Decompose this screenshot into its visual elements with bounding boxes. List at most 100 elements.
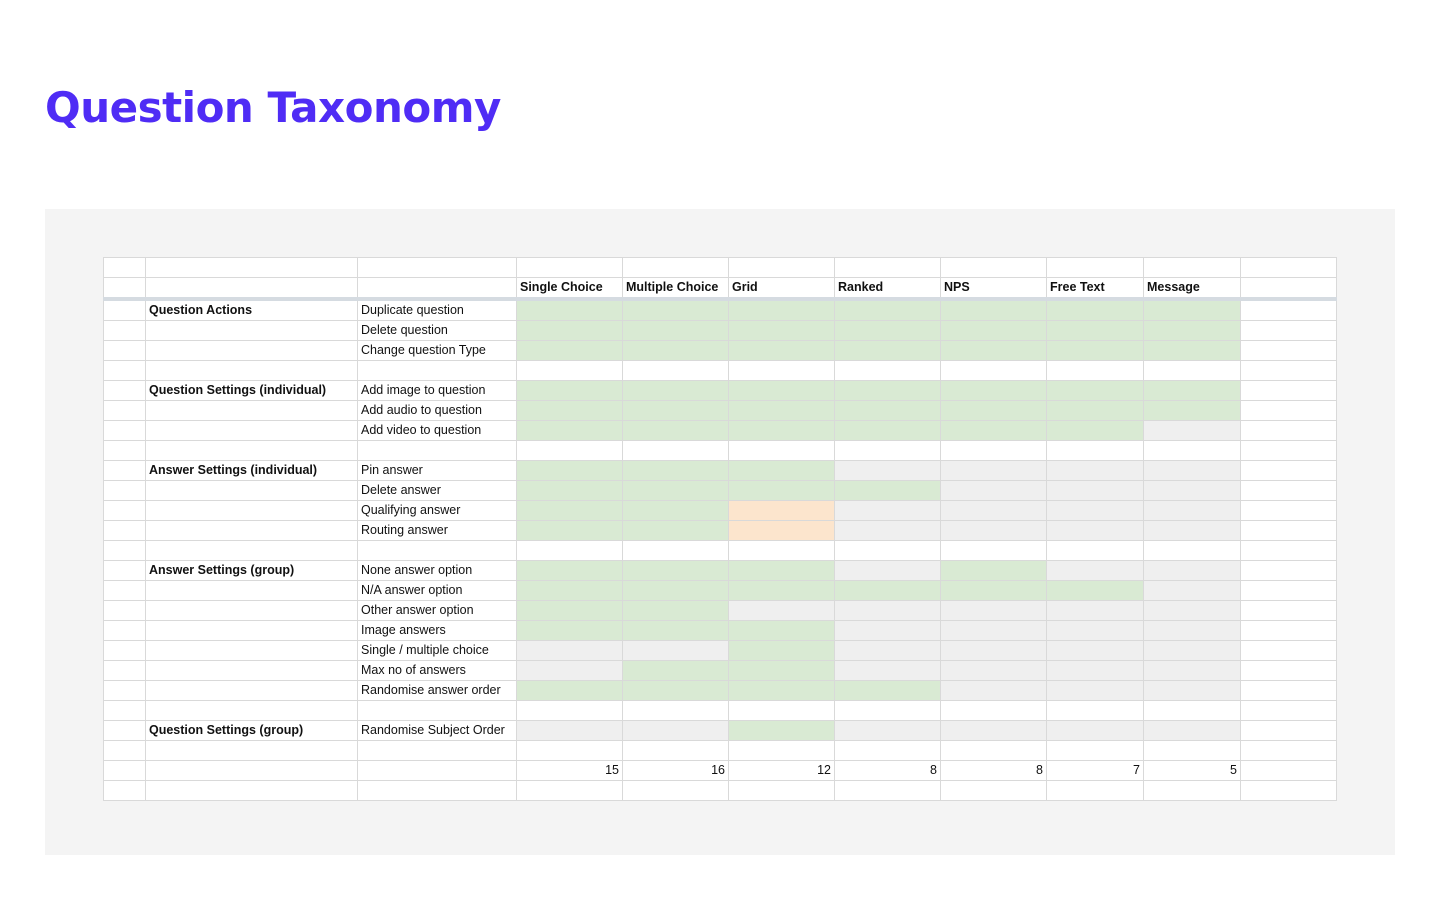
support-cell[interactable] bbox=[1046, 720, 1144, 741]
group-label-cell[interactable]: Question Settings (individual) bbox=[145, 380, 358, 401]
feature-label-cell[interactable]: Delete question bbox=[357, 320, 517, 341]
support-cell[interactable] bbox=[834, 298, 941, 321]
feature-label-cell[interactable]: Add image to question bbox=[357, 380, 517, 401]
cell[interactable] bbox=[145, 780, 358, 801]
support-cell[interactable] bbox=[622, 298, 729, 321]
support-cell[interactable] bbox=[1143, 620, 1241, 641]
support-cell[interactable] bbox=[728, 620, 835, 641]
support-cell[interactable] bbox=[622, 360, 729, 381]
support-cell[interactable] bbox=[516, 400, 623, 421]
support-cell[interactable] bbox=[834, 460, 941, 481]
support-cell[interactable] bbox=[834, 520, 941, 541]
support-cell[interactable] bbox=[1046, 640, 1144, 661]
support-cell[interactable] bbox=[516, 420, 623, 441]
cell[interactable] bbox=[1240, 340, 1337, 361]
cell[interactable] bbox=[103, 460, 146, 481]
support-cell[interactable] bbox=[622, 500, 729, 521]
support-cell[interactable] bbox=[1046, 540, 1144, 561]
support-cell[interactable] bbox=[516, 620, 623, 641]
support-cell[interactable] bbox=[728, 380, 835, 401]
cell[interactable] bbox=[103, 340, 146, 361]
support-cell[interactable] bbox=[516, 440, 623, 461]
support-cell[interactable] bbox=[516, 460, 623, 481]
cell[interactable] bbox=[1240, 540, 1337, 561]
support-cell[interactable] bbox=[622, 340, 729, 361]
cell[interactable] bbox=[103, 500, 146, 521]
cell[interactable] bbox=[103, 277, 146, 301]
group-label-cell[interactable] bbox=[145, 640, 358, 661]
support-cell[interactable] bbox=[1046, 380, 1144, 401]
total-cell[interactable]: 15 bbox=[516, 760, 623, 781]
group-label-cell[interactable] bbox=[145, 400, 358, 421]
cell[interactable] bbox=[1240, 720, 1337, 741]
group-label-cell[interactable] bbox=[145, 600, 358, 621]
support-cell[interactable] bbox=[1046, 360, 1144, 381]
cell[interactable] bbox=[103, 740, 146, 761]
support-cell[interactable] bbox=[1046, 420, 1144, 441]
cell[interactable] bbox=[1240, 640, 1337, 661]
cell[interactable] bbox=[1240, 440, 1337, 461]
feature-label-cell[interactable] bbox=[357, 700, 517, 721]
column-header[interactable]: Message bbox=[1143, 277, 1241, 301]
cell[interactable] bbox=[1240, 520, 1337, 541]
support-cell[interactable] bbox=[1046, 480, 1144, 501]
cell[interactable] bbox=[1240, 460, 1337, 481]
support-cell[interactable] bbox=[622, 600, 729, 621]
support-cell[interactable] bbox=[622, 720, 729, 741]
cell[interactable] bbox=[145, 257, 358, 278]
cell[interactable] bbox=[103, 400, 146, 421]
support-cell[interactable] bbox=[622, 620, 729, 641]
support-cell[interactable] bbox=[1143, 298, 1241, 321]
cell[interactable] bbox=[834, 257, 941, 278]
cell[interactable] bbox=[1046, 257, 1144, 278]
group-label-cell[interactable] bbox=[145, 320, 358, 341]
cell[interactable] bbox=[103, 720, 146, 741]
support-cell[interactable] bbox=[940, 700, 1047, 721]
cell[interactable] bbox=[145, 277, 358, 301]
support-cell[interactable] bbox=[516, 320, 623, 341]
group-label-cell[interactable] bbox=[145, 340, 358, 361]
support-cell[interactable] bbox=[728, 520, 835, 541]
support-cell[interactable] bbox=[728, 440, 835, 461]
support-cell[interactable] bbox=[1143, 560, 1241, 581]
support-cell[interactable] bbox=[940, 560, 1047, 581]
support-cell[interactable] bbox=[728, 600, 835, 621]
group-label-cell[interactable]: Answer Settings (individual) bbox=[145, 460, 358, 481]
cell[interactable] bbox=[357, 760, 517, 781]
cell[interactable] bbox=[103, 257, 146, 278]
support-cell[interactable] bbox=[516, 340, 623, 361]
cell[interactable] bbox=[103, 380, 146, 401]
support-cell[interactable] bbox=[1143, 400, 1241, 421]
support-cell[interactable] bbox=[834, 340, 941, 361]
group-label-cell[interactable] bbox=[145, 620, 358, 641]
support-cell[interactable] bbox=[728, 420, 835, 441]
support-cell[interactable] bbox=[1143, 540, 1241, 561]
support-cell[interactable] bbox=[622, 400, 729, 421]
support-cell[interactable] bbox=[1143, 480, 1241, 501]
column-header[interactable]: Grid bbox=[728, 277, 835, 301]
support-cell[interactable] bbox=[940, 720, 1047, 741]
support-cell[interactable] bbox=[622, 520, 729, 541]
cell[interactable] bbox=[1240, 660, 1337, 681]
support-cell[interactable] bbox=[516, 680, 623, 701]
support-cell[interactable] bbox=[940, 500, 1047, 521]
cell[interactable] bbox=[1240, 680, 1337, 701]
cell[interactable] bbox=[103, 680, 146, 701]
support-cell[interactable] bbox=[940, 540, 1047, 561]
support-cell[interactable] bbox=[834, 720, 941, 741]
support-cell[interactable] bbox=[622, 460, 729, 481]
support-cell[interactable] bbox=[516, 740, 623, 761]
support-cell[interactable] bbox=[834, 620, 941, 641]
support-cell[interactable] bbox=[940, 460, 1047, 481]
cell[interactable] bbox=[103, 700, 146, 721]
support-cell[interactable] bbox=[1143, 500, 1241, 521]
support-cell[interactable] bbox=[834, 320, 941, 341]
feature-label-cell[interactable]: Duplicate question bbox=[357, 298, 517, 321]
support-cell[interactable] bbox=[940, 360, 1047, 381]
support-cell[interactable] bbox=[834, 440, 941, 461]
support-cell[interactable] bbox=[1143, 700, 1241, 721]
support-cell[interactable] bbox=[1143, 420, 1241, 441]
support-cell[interactable] bbox=[728, 540, 835, 561]
feature-label-cell[interactable]: Change question Type bbox=[357, 340, 517, 361]
cell[interactable] bbox=[103, 298, 146, 321]
